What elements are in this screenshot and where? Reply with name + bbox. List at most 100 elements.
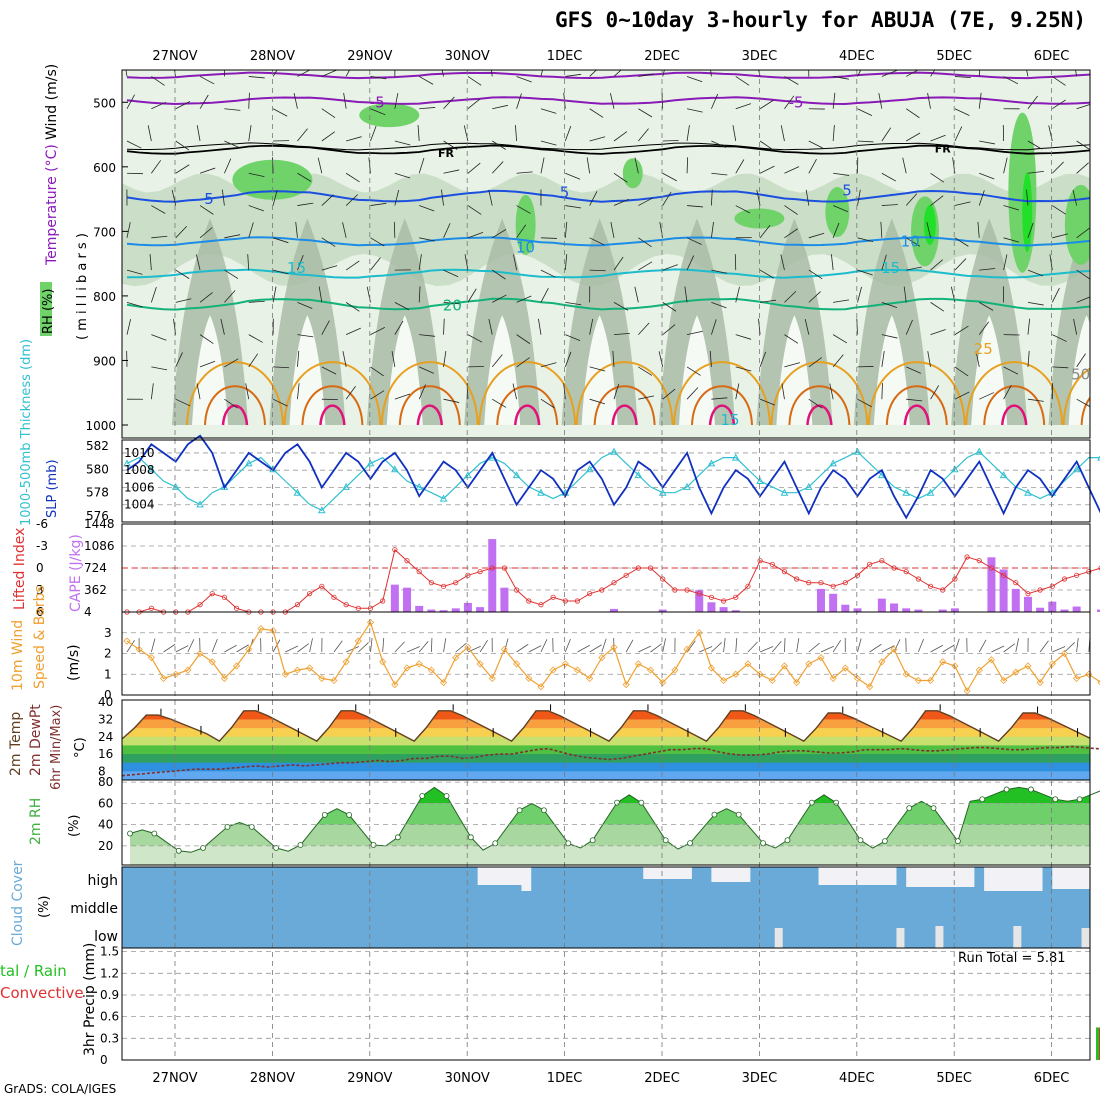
- wind-tick: 0: [104, 688, 112, 702]
- wind-speed-point: [853, 674, 862, 682]
- wind-speed-point: [1060, 649, 1069, 658]
- wind-barb: [784, 76, 799, 85]
- lifted-index-point: [550, 594, 556, 600]
- isotherm-label: 5: [204, 190, 214, 208]
- wind-barb: [540, 140, 557, 146]
- lifted-index-point: [952, 576, 958, 582]
- wind-barb: [175, 352, 183, 368]
- wind-barb: [833, 299, 850, 303]
- cape-axis-label: CAPE (J/kg): [68, 534, 84, 612]
- wind-barb: [1027, 350, 1030, 367]
- wind-speed-point: [866, 683, 874, 691]
- wind10m-barb: [1076, 638, 1079, 653]
- wind-barb: [419, 76, 434, 85]
- isotherm-35: [611, 404, 638, 426]
- wind10m-barb: [978, 639, 987, 653]
- wind-speed-point: [123, 637, 131, 645]
- wind-barb: [443, 223, 451, 238]
- wind-barb: [419, 205, 435, 212]
- wind10m-barb: [625, 639, 634, 653]
- wind-barb: [1073, 318, 1078, 335]
- wind-barb: [711, 301, 727, 309]
- wind10m-barb: [784, 637, 786, 653]
- slp-tick: 1008: [124, 463, 155, 477]
- wind-barb: [1003, 76, 1019, 85]
- lifted-index-point: [1037, 587, 1043, 593]
- wind10m-barb: [991, 645, 1005, 653]
- wind-barb: [540, 398, 555, 409]
- lifted-index-point: [513, 587, 520, 593]
- wind-barb: [589, 191, 598, 206]
- wind-barb: [711, 93, 719, 109]
- wind-barb: [540, 70, 543, 77]
- wind-barb: [196, 254, 201, 271]
- lifted-index-point: [927, 583, 934, 589]
- wind-speed-point: [220, 674, 228, 682]
- wind-barb: [613, 383, 620, 400]
- wind-barb: [1076, 269, 1090, 280]
- wind-barb: [784, 228, 798, 239]
- wind-barb: [735, 103, 752, 110]
- wind-barb: [126, 301, 143, 308]
- cloud-axis-units: (%): [37, 896, 52, 919]
- wind-barb: [491, 354, 503, 368]
- lifted-index-point: [696, 591, 702, 597]
- lifted-tick: 6: [36, 605, 44, 619]
- isotherm-25: [673, 361, 771, 426]
- wind-barb: [906, 70, 919, 77]
- wind10m-barb: [930, 644, 944, 653]
- wind-barb: [906, 366, 921, 374]
- lifted-index-point: [818, 580, 824, 586]
- wind-barb: [540, 288, 549, 303]
- wind-speed-point: [330, 676, 338, 685]
- wind10m-barb: [759, 646, 774, 653]
- date-label-top: 27NOV: [152, 49, 197, 64]
- wind-barb: [978, 70, 981, 77]
- wind-barb: [175, 140, 190, 151]
- wind-barb: [345, 385, 356, 400]
- wind-barb: [317, 157, 323, 174]
- wind-speed-point: [245, 645, 253, 653]
- cloud-clear-low: [896, 928, 905, 948]
- cloud-clear-gap: [906, 867, 975, 887]
- wind-barb: [905, 319, 913, 335]
- isotherm-15: [127, 268, 1090, 279]
- cape-bar: [987, 557, 996, 612]
- wind-barb: [1027, 222, 1034, 238]
- lifted-index-point: [148, 605, 154, 611]
- wind-barb: [248, 205, 264, 212]
- lifted-index-point: [367, 605, 374, 611]
- rh2m-point: [273, 844, 280, 851]
- wind-barb: [589, 70, 597, 77]
- rh2m-point: [370, 842, 377, 848]
- wind-barb: [151, 334, 167, 341]
- isotherm-30: [398, 385, 461, 426]
- wind-barb: [1027, 398, 1044, 402]
- temp-tick: 32: [98, 712, 113, 726]
- slp-line: [126, 434, 1100, 520]
- rh-high-patch: [1008, 112, 1037, 273]
- wind10m-barb: [516, 643, 529, 653]
- wind-barb: [881, 254, 887, 271]
- wind-barb: [151, 235, 168, 239]
- pressure-tick: 800: [93, 290, 116, 304]
- wind-barb: [272, 286, 277, 303]
- wind-barb: [711, 221, 714, 238]
- wind-barb: [978, 321, 990, 335]
- wind10m-barb: [406, 646, 421, 653]
- date-label-top: 5DEC: [936, 49, 972, 64]
- wind-barb: [930, 302, 945, 312]
- wind-speed-point: [549, 666, 557, 674]
- wind-barb: [467, 288, 477, 303]
- wind-barb: [516, 93, 522, 109]
- wind-barb: [905, 193, 918, 206]
- wind-speed-point: [1036, 678, 1044, 687]
- wind10m-barb: [1039, 640, 1049, 653]
- wind-barb: [711, 319, 717, 335]
- rh2m-point: [565, 840, 572, 847]
- wind-barb: [488, 189, 493, 206]
- wind-barb: [906, 266, 922, 271]
- date-label-bottom: 27NOV: [152, 1071, 197, 1086]
- thickness-marker: [464, 471, 472, 479]
- wind-barb: [441, 189, 444, 206]
